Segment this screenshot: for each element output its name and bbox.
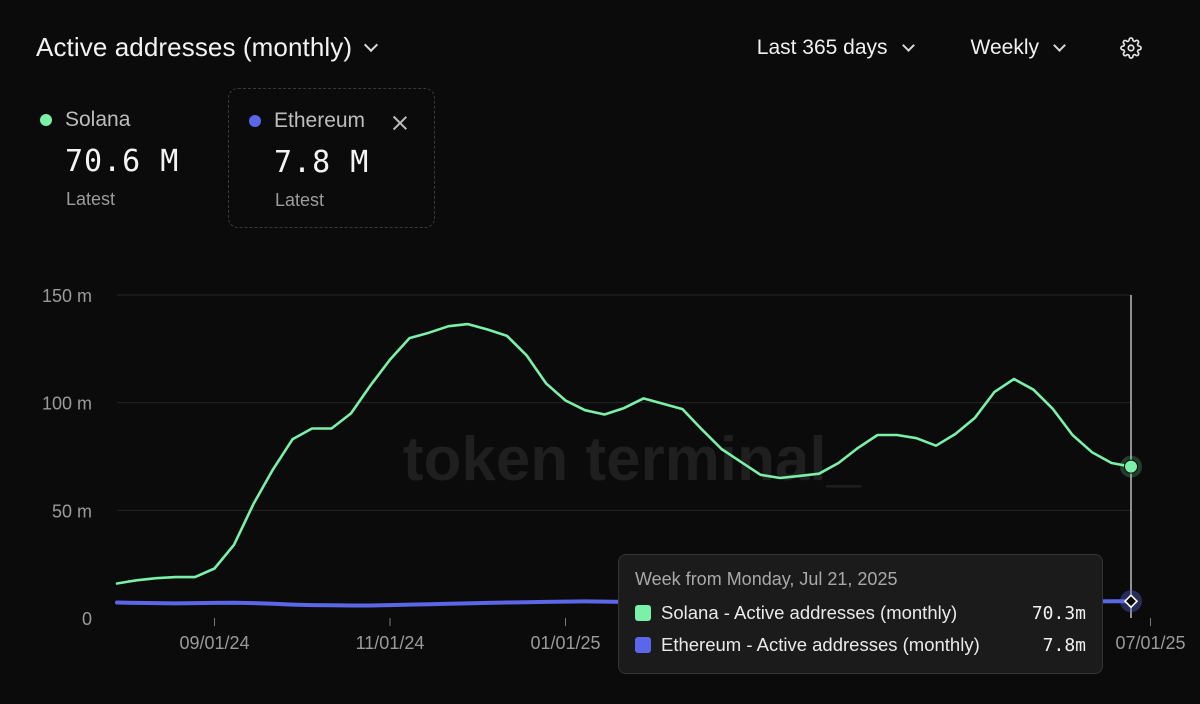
hover-tooltip: Week from Monday, Jul 21, 2025 Solana - …: [618, 554, 1103, 674]
y-tick-label: 0: [82, 609, 92, 629]
close-icon[interactable]: [392, 115, 408, 131]
tooltip-row-solana: Solana - Active addresses (monthly) 70.3…: [635, 602, 1086, 624]
solana-color-dot: [40, 114, 52, 126]
x-tick-label: 11/01/24: [356, 633, 425, 653]
series-line-solana: [115, 322, 1133, 585]
ethereum-swatch: [635, 637, 651, 653]
y-tick-label: 100 m: [42, 394, 92, 414]
watermark: token terminal_: [403, 425, 863, 494]
legend-latest-value: 70.6 M: [65, 144, 180, 179]
y-tick-label: 150 m: [42, 286, 92, 306]
ethereum-color-dot: [249, 115, 261, 127]
tooltip-row-label: Solana - Active addresses (monthly): [661, 602, 958, 623]
granularity-dropdown[interactable]: Weekly: [970, 36, 1066, 60]
metric-selector[interactable]: Active addresses (monthly): [36, 32, 379, 63]
tooltip-row-value: 70.3m: [1031, 602, 1086, 624]
legend-latest-label: Latest: [275, 190, 325, 210]
line-chart[interactable]: 0 50 m 100 m 150 m token terminal_ 09/01/24 11…: [0, 240, 1200, 660]
tooltip-header: Week from Monday, Jul 21, 2025: [635, 569, 898, 589]
granularity-label: Weekly: [970, 36, 1039, 59]
tooltip-row-label: Ethereum - Active addresses (monthly): [661, 634, 980, 655]
chart-controls: Last 365 days Weekly: [757, 36, 1142, 60]
legend-ethereum[interactable]: Ethereum 7.8 M Latest: [228, 88, 435, 228]
legend-latest-label: Latest: [66, 189, 116, 209]
solana-hover-point: [1124, 459, 1138, 474]
chart-title: Active addresses (monthly): [36, 32, 353, 62]
solana-swatch: [635, 605, 651, 621]
tooltip-row-value: 7.8m: [1042, 634, 1086, 656]
range-label: Last 365 days: [756, 36, 888, 59]
chevron-down-icon: [901, 38, 915, 52]
x-tick-label: 01/01/25: [530, 633, 600, 653]
x-tick-label: 07/01/25: [1115, 633, 1185, 653]
tooltip-row-ethereum: Ethereum - Active addresses (monthly) 7.…: [635, 634, 1086, 656]
chevron-down-icon: [1053, 38, 1066, 52]
gear-icon[interactable]: [1120, 37, 1142, 59]
ethereum-hover-point: [1123, 594, 1139, 609]
chevron-down-icon: [364, 37, 379, 52]
range-dropdown[interactable]: Last 365 days: [756, 36, 915, 60]
legend-latest-value: 7.8 M: [274, 145, 370, 180]
legend-solana[interactable]: Solana 70.6 M Latest: [40, 88, 220, 228]
legend-series-name: Solana: [65, 108, 131, 131]
legend-series-name: Ethereum: [274, 109, 366, 132]
y-tick-label: 50 m: [52, 501, 92, 521]
x-tick-label: 09/01/24: [179, 633, 249, 653]
